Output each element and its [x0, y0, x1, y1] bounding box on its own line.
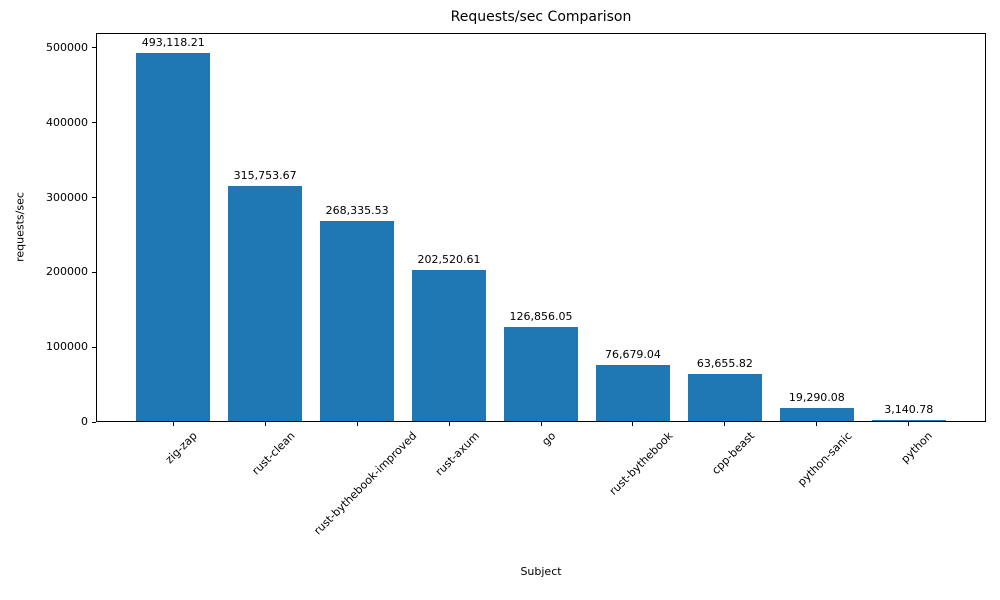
bar-value-label: 493,118.21 — [141, 36, 205, 50]
x-tick-mark — [908, 422, 910, 426]
y-tick-label: 100000 — [46, 340, 88, 354]
y-tick-label: 300000 — [46, 190, 88, 204]
bar-value-label: 268,335.53 — [325, 204, 389, 218]
x-tick-mark — [816, 422, 818, 426]
y-tick-label: 500000 — [46, 40, 88, 54]
x-tick-mark — [264, 422, 266, 426]
x-tick-mark — [540, 422, 542, 426]
bar-value-label: 76,679.04 — [604, 347, 661, 361]
chart-title: Requests/sec Comparison — [450, 9, 632, 25]
bar-rust-clean — [228, 185, 302, 421]
x-tick-mark — [356, 422, 358, 426]
bar-value-label: 63,655.82 — [696, 357, 753, 371]
y-tick-label: 0 — [81, 415, 88, 428]
bar-value-label: 19,290.08 — [788, 390, 845, 404]
bar-rust-bythebook-improved — [320, 221, 394, 421]
x-tick-mark — [448, 422, 450, 426]
x-tick-label: rust-axum — [432, 429, 482, 479]
x-tick-label: rust-bythebook-improved — [311, 429, 420, 538]
y-tick-mark — [92, 197, 96, 199]
x-tick-label: python-sanic — [795, 429, 855, 489]
bar-value-label: 126,856.05 — [509, 310, 573, 324]
x-tick-label: go — [539, 429, 559, 449]
x-tick-label: rust-clean — [249, 429, 298, 478]
x-tick-mark — [632, 422, 634, 426]
x-tick-mark — [724, 422, 726, 426]
bar-zig-zap — [136, 53, 210, 421]
y-tick-mark — [92, 47, 96, 49]
x-tick-mark — [172, 422, 174, 426]
bar-python — [871, 419, 946, 422]
x-tick-label: rust-bythebook — [606, 429, 676, 498]
x-axis-label: Subject — [520, 565, 562, 578]
y-tick-mark — [92, 421, 96, 423]
bar-value-label: 202,520.61 — [417, 253, 481, 267]
bar-value-label: 3,140.78 — [884, 402, 934, 416]
x-tick-label: zig-zap — [162, 429, 200, 467]
bar-go — [504, 327, 578, 421]
bar-rust-bythebook — [596, 364, 670, 421]
bar-rust-axum — [412, 270, 486, 421]
y-tick-mark — [92, 271, 96, 273]
y-tick-mark — [92, 346, 96, 348]
bar-value-label: 315,753.67 — [233, 168, 297, 182]
y-tick-label: 400000 — [46, 115, 88, 129]
y-tick-label: 200000 — [46, 265, 88, 279]
y-tick-mark — [92, 122, 96, 124]
x-tick-label: python — [898, 429, 935, 466]
bar-python-sanic — [780, 407, 854, 421]
bar-cpp-beast — [688, 374, 762, 421]
x-tick-label: cpp-beast — [709, 429, 758, 478]
